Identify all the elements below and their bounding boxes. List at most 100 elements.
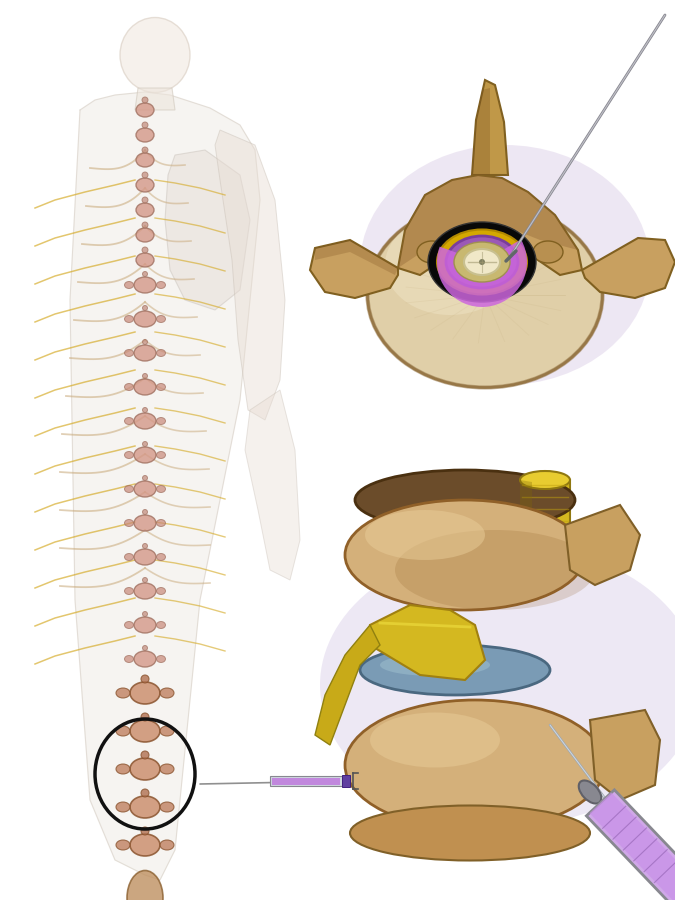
Ellipse shape bbox=[130, 758, 160, 780]
Ellipse shape bbox=[157, 622, 165, 628]
Polygon shape bbox=[587, 790, 675, 900]
Ellipse shape bbox=[136, 228, 154, 242]
Polygon shape bbox=[398, 175, 582, 275]
Wedge shape bbox=[437, 239, 527, 307]
Polygon shape bbox=[310, 240, 398, 298]
Ellipse shape bbox=[142, 374, 148, 379]
Ellipse shape bbox=[160, 802, 174, 812]
Ellipse shape bbox=[360, 145, 650, 385]
Ellipse shape bbox=[395, 530, 595, 610]
Ellipse shape bbox=[130, 720, 160, 742]
Ellipse shape bbox=[157, 282, 165, 289]
Ellipse shape bbox=[142, 408, 148, 412]
Ellipse shape bbox=[157, 554, 165, 561]
Ellipse shape bbox=[160, 726, 174, 736]
Ellipse shape bbox=[134, 447, 156, 463]
Ellipse shape bbox=[142, 222, 148, 228]
Ellipse shape bbox=[360, 645, 550, 695]
Ellipse shape bbox=[124, 588, 134, 595]
Polygon shape bbox=[565, 505, 640, 585]
Ellipse shape bbox=[520, 537, 570, 553]
Ellipse shape bbox=[380, 654, 490, 676]
Ellipse shape bbox=[157, 452, 165, 458]
Ellipse shape bbox=[157, 588, 165, 595]
Ellipse shape bbox=[367, 202, 603, 388]
Ellipse shape bbox=[124, 418, 134, 425]
Ellipse shape bbox=[446, 236, 518, 288]
Ellipse shape bbox=[136, 203, 154, 217]
Ellipse shape bbox=[157, 349, 165, 356]
Ellipse shape bbox=[428, 222, 536, 302]
Ellipse shape bbox=[134, 345, 156, 361]
Ellipse shape bbox=[124, 554, 134, 561]
Ellipse shape bbox=[355, 470, 575, 530]
Ellipse shape bbox=[141, 675, 149, 683]
Ellipse shape bbox=[124, 316, 134, 322]
Polygon shape bbox=[270, 776, 350, 786]
Ellipse shape bbox=[141, 789, 149, 797]
Polygon shape bbox=[520, 480, 570, 545]
Ellipse shape bbox=[417, 241, 447, 263]
Polygon shape bbox=[472, 88, 490, 175]
Ellipse shape bbox=[141, 713, 149, 721]
Ellipse shape bbox=[365, 510, 485, 560]
Ellipse shape bbox=[157, 316, 165, 322]
Ellipse shape bbox=[130, 834, 160, 856]
Ellipse shape bbox=[134, 515, 156, 531]
Ellipse shape bbox=[124, 282, 134, 289]
Ellipse shape bbox=[142, 97, 148, 103]
Ellipse shape bbox=[385, 215, 515, 315]
Ellipse shape bbox=[134, 311, 156, 327]
Ellipse shape bbox=[157, 418, 165, 425]
Ellipse shape bbox=[130, 682, 160, 704]
Ellipse shape bbox=[345, 700, 605, 830]
Ellipse shape bbox=[142, 578, 148, 582]
Ellipse shape bbox=[134, 549, 156, 565]
Polygon shape bbox=[472, 80, 508, 175]
Polygon shape bbox=[590, 710, 660, 800]
Ellipse shape bbox=[320, 545, 675, 825]
Ellipse shape bbox=[136, 253, 154, 267]
Ellipse shape bbox=[142, 544, 148, 548]
Ellipse shape bbox=[160, 764, 174, 774]
Polygon shape bbox=[215, 130, 285, 420]
Ellipse shape bbox=[134, 481, 156, 497]
Ellipse shape bbox=[127, 870, 163, 900]
Ellipse shape bbox=[124, 519, 134, 526]
Ellipse shape bbox=[116, 802, 130, 812]
Ellipse shape bbox=[142, 122, 148, 128]
Circle shape bbox=[479, 259, 485, 265]
Ellipse shape bbox=[142, 247, 148, 253]
Ellipse shape bbox=[134, 413, 156, 429]
Polygon shape bbox=[245, 390, 300, 580]
Ellipse shape bbox=[134, 583, 156, 599]
Ellipse shape bbox=[142, 442, 148, 446]
Ellipse shape bbox=[116, 726, 130, 736]
Ellipse shape bbox=[136, 153, 154, 167]
Polygon shape bbox=[398, 175, 578, 268]
Ellipse shape bbox=[124, 655, 134, 662]
Ellipse shape bbox=[116, 688, 130, 698]
Ellipse shape bbox=[520, 471, 570, 489]
Ellipse shape bbox=[142, 611, 148, 616]
Ellipse shape bbox=[142, 147, 148, 153]
Ellipse shape bbox=[157, 519, 165, 526]
Ellipse shape bbox=[124, 452, 134, 458]
Ellipse shape bbox=[454, 242, 510, 282]
Ellipse shape bbox=[142, 645, 148, 651]
Ellipse shape bbox=[134, 379, 156, 395]
Polygon shape bbox=[315, 625, 380, 745]
Ellipse shape bbox=[124, 383, 134, 391]
Ellipse shape bbox=[116, 764, 130, 774]
Ellipse shape bbox=[464, 249, 500, 275]
Ellipse shape bbox=[142, 475, 148, 481]
Ellipse shape bbox=[533, 241, 563, 263]
Ellipse shape bbox=[130, 796, 160, 818]
Polygon shape bbox=[520, 480, 532, 545]
Ellipse shape bbox=[124, 485, 134, 492]
Polygon shape bbox=[272, 778, 340, 785]
Ellipse shape bbox=[437, 230, 527, 294]
Polygon shape bbox=[165, 150, 250, 310]
Ellipse shape bbox=[120, 17, 190, 93]
Polygon shape bbox=[370, 605, 485, 680]
